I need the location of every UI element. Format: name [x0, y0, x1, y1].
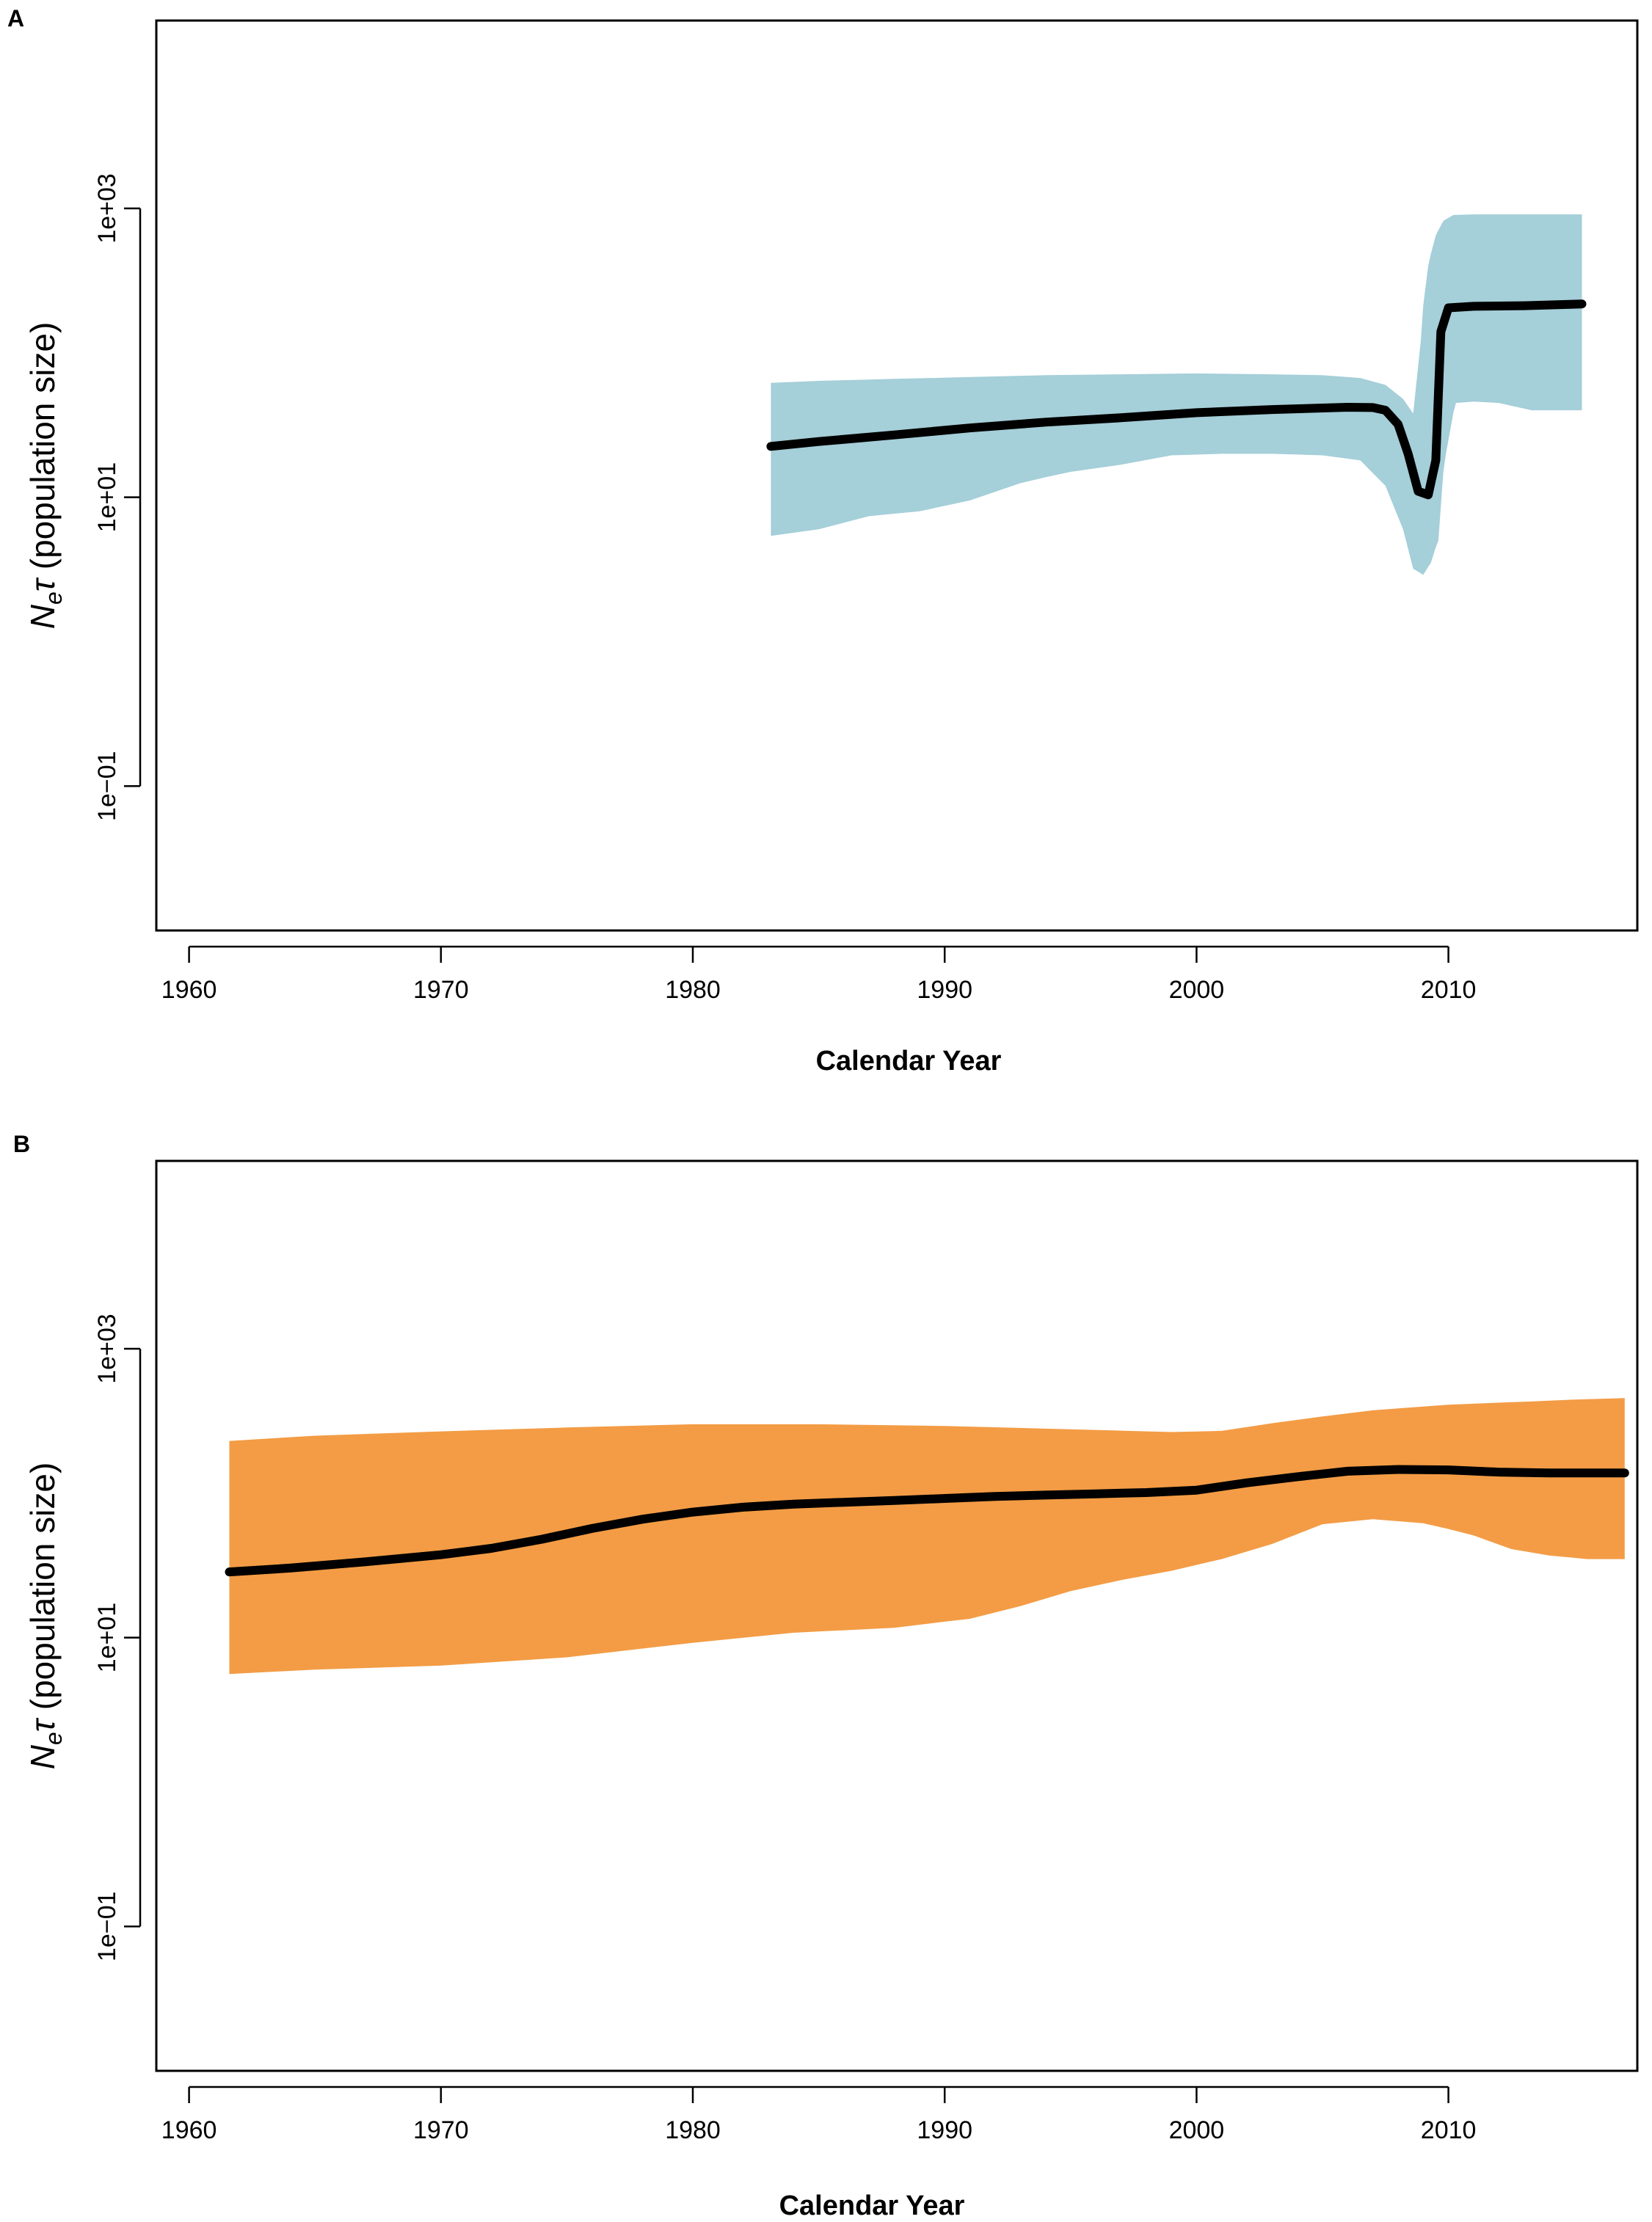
y-tick-label: 1e+03 [93, 173, 121, 244]
credible-interval-band [229, 1398, 1625, 1675]
y-axis-title-sub: e [40, 1732, 67, 1745]
x-tick-label: 2000 [1169, 2116, 1225, 2144]
plot-frame [155, 19, 1639, 932]
plot-layer [225, 1398, 1629, 1675]
credible-interval-band [771, 214, 1582, 575]
y-axis-title-rest: (population size) [23, 1462, 62, 1719]
chart-a: A 1960 1970 1980 1990 2000 2010 1e−01 1e+01 1e+0… [7, 5, 1639, 1077]
x-axis-title: Calendar Year [779, 2190, 965, 2221]
y-tick-label: 1e−01 [93, 1891, 121, 1961]
x-tick-label: 2010 [1421, 2116, 1477, 2144]
x-axis-title: Calendar Year [816, 1046, 1002, 1077]
y-tick-label: 1e+01 [93, 1603, 121, 1673]
x-tick-label: 2010 [1421, 976, 1477, 1004]
axis-layer: 1960 1970 1980 1990 2000 2010 1e−01 1e+01 1e+03 [93, 173, 1476, 1004]
y-axis-title-n: N [23, 604, 62, 629]
y-axis-title-rest: (population size) [23, 322, 62, 579]
chart-b: B 1960 1970 1980 1990 2000 2010 1e−01 1e+01 1e+0… [13, 1131, 1639, 2221]
panel-label: A [7, 5, 24, 32]
y-axis-title-n: N [23, 1744, 62, 1769]
panel-a: A 1960 1970 1980 1990 2000 2010 1e−01 1e+01 1e+0… [7, 5, 1639, 1077]
plot-layer [766, 214, 1587, 575]
panel-b: B 1960 1970 1980 1990 2000 2010 1e−01 1e+01 1e+0… [0, 1111, 1652, 2222]
x-tick-label: 1990 [917, 976, 972, 1004]
y-axis-title-sub: e [40, 591, 67, 605]
axis-layer: 1960 1970 1980 1990 2000 2010 1e−01 1e+01 1e+03 [93, 1314, 1476, 2144]
y-axis-title-tau: τ [23, 1717, 62, 1732]
y-tick-label: 1e+01 [93, 462, 121, 533]
x-tick-label: 1960 [161, 976, 217, 1004]
x-tick-label: 1970 [413, 2116, 469, 2144]
x-tick-label: 1980 [665, 2116, 721, 2144]
median-line [766, 299, 1587, 500]
x-tick-label: 1990 [917, 2116, 972, 2144]
plot-frame [155, 1159, 1639, 2072]
y-axis-title: Neτ (population size) [23, 1462, 67, 1770]
median-line [225, 1465, 1629, 1577]
panel-label: B [13, 1131, 30, 1157]
x-tick-label: 1960 [161, 2116, 217, 2144]
y-tick-label: 1e+03 [93, 1314, 121, 1384]
x-tick-label: 1980 [665, 976, 721, 1004]
y-axis-title: Neτ (population size) [23, 322, 67, 630]
y-axis-title-tau: τ [23, 577, 62, 591]
x-tick-label: 1970 [413, 976, 469, 1004]
y-tick-label: 1e−01 [93, 751, 121, 821]
x-tick-label: 2000 [1169, 976, 1225, 1004]
